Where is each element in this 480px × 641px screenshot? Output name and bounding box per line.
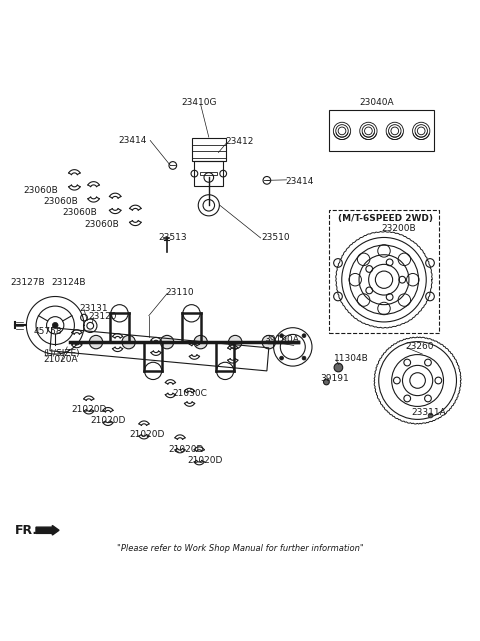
Circle shape	[228, 335, 242, 349]
Text: 21020D: 21020D	[130, 430, 165, 439]
Circle shape	[334, 363, 343, 372]
Text: FR.: FR.	[14, 524, 37, 537]
Text: 23040A: 23040A	[360, 97, 394, 106]
Text: 23200B: 23200B	[382, 224, 416, 233]
Circle shape	[52, 322, 58, 328]
Text: 23060B: 23060B	[23, 187, 58, 196]
Text: (U/SIZE): (U/SIZE)	[43, 349, 80, 358]
Circle shape	[324, 379, 329, 385]
Text: 23131: 23131	[79, 304, 108, 313]
Text: 21020A: 21020A	[43, 355, 78, 364]
Text: 21030C: 21030C	[173, 389, 208, 398]
Text: 23060B: 23060B	[43, 197, 78, 206]
Text: 45758: 45758	[34, 326, 62, 335]
FancyArrow shape	[36, 526, 59, 535]
Bar	[194, 161, 224, 186]
Circle shape	[302, 334, 306, 338]
Text: 23513: 23513	[158, 233, 187, 242]
Circle shape	[194, 335, 207, 349]
Circle shape	[262, 335, 276, 349]
Text: 23124B: 23124B	[52, 278, 86, 287]
Circle shape	[122, 335, 135, 349]
Circle shape	[280, 356, 284, 360]
Bar	[200, 172, 217, 175]
Text: 23414: 23414	[118, 136, 146, 145]
Bar	[329, 210, 439, 333]
Circle shape	[428, 413, 433, 418]
Text: (M/T-6SPEED 2WD): (M/T-6SPEED 2WD)	[338, 213, 433, 222]
Circle shape	[302, 356, 306, 360]
Text: 23120: 23120	[89, 312, 117, 321]
Text: "Please refer to Work Shop Manual for further information": "Please refer to Work Shop Manual for fu…	[117, 544, 363, 553]
Text: 21020D: 21020D	[90, 416, 126, 425]
Text: 11304B: 11304B	[334, 354, 368, 363]
Text: 23412: 23412	[226, 137, 254, 146]
Text: 21020D: 21020D	[71, 405, 107, 414]
Text: 23060B: 23060B	[62, 208, 97, 217]
Bar	[192, 138, 226, 161]
Text: 23311A: 23311A	[412, 408, 446, 417]
Circle shape	[89, 335, 103, 349]
Circle shape	[160, 335, 174, 349]
Bar	[329, 110, 434, 151]
Text: 23414: 23414	[286, 177, 314, 186]
Text: 23260: 23260	[406, 342, 434, 351]
Text: 23060B: 23060B	[84, 220, 119, 229]
Circle shape	[280, 334, 284, 338]
Text: 21020D: 21020D	[187, 456, 223, 465]
Text: 39191: 39191	[321, 374, 349, 383]
Text: 23510: 23510	[262, 233, 290, 242]
Text: 23110: 23110	[166, 288, 194, 297]
Text: 21020D: 21020D	[168, 445, 204, 454]
Text: 39190A: 39190A	[264, 335, 299, 344]
Text: 23410G: 23410G	[181, 97, 217, 106]
Text: 23127B: 23127B	[11, 278, 45, 287]
